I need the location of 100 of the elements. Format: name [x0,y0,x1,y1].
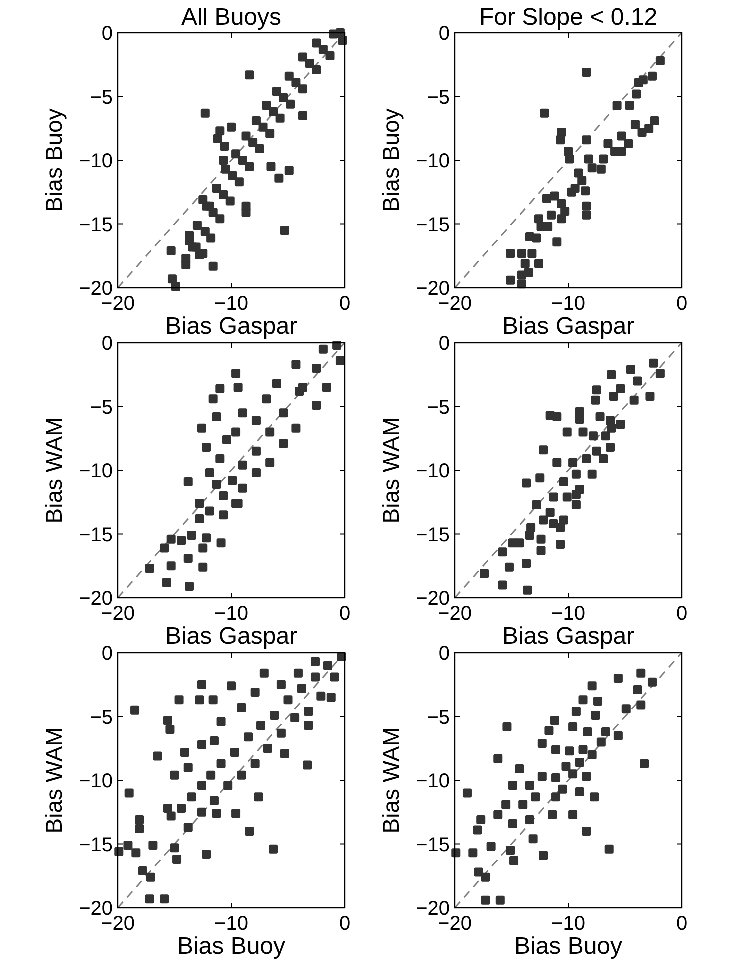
point [570,184,580,194]
y-axis-title: Bias WAM [41,727,67,834]
x-tick-label: 0 [676,603,688,625]
y-tick-label: −10 [79,460,113,482]
point [216,384,225,394]
y-tick-label: 0 [438,643,450,665]
point [557,214,566,224]
y-tick-label: −20 [79,278,113,300]
point [238,484,248,493]
x-axis-title: Bias Buoy [177,933,286,960]
y-tick-label: −5 [90,396,113,419]
point [582,136,592,145]
point [574,168,584,178]
point [552,238,562,247]
point [549,520,558,529]
point [216,538,226,548]
point [160,544,170,553]
point [656,369,665,378]
point [562,492,572,502]
point [279,439,288,448]
y-tick-label: 0 [102,333,113,355]
point [565,154,574,164]
x-tick-label: 0 [676,293,688,315]
point [522,478,532,488]
point [572,490,581,500]
point [198,562,208,572]
point [599,154,608,164]
point [582,202,592,211]
point [575,415,584,424]
y-tick-label: −5 [427,396,450,419]
point [630,120,640,130]
point [238,408,248,418]
point [634,78,644,88]
point [550,192,560,201]
y-axis-title: Bias WAM [378,727,404,834]
point [649,358,658,368]
point [559,477,568,486]
point [184,554,193,563]
point [185,582,194,592]
point [616,420,626,430]
point [625,101,634,110]
y-tick-label: −15 [79,214,113,236]
x-tick-label: 0 [676,913,688,935]
point [539,446,548,455]
point [219,492,228,500]
point [616,384,626,394]
y-tick-label: −15 [416,524,450,546]
point [166,562,176,571]
point [582,68,592,78]
point [552,412,562,422]
point [208,394,218,404]
point [318,344,328,354]
point [195,499,204,508]
point [177,536,186,546]
point [546,508,555,518]
point [523,586,532,595]
point [216,454,225,464]
point [184,477,193,486]
x-axis-title: Bias Gaspar [165,623,298,650]
point [219,510,228,520]
point [145,564,154,574]
point [262,394,272,404]
point [601,432,610,441]
point [617,132,626,141]
point [584,154,594,164]
point [591,396,600,405]
point [559,516,568,525]
point [279,408,288,418]
x-tick-label: −10 [552,603,586,625]
point [588,470,597,479]
point [552,458,562,468]
point [202,534,212,543]
x-tick-label: 0 [339,293,351,315]
y-tick-label: −20 [416,588,450,610]
y-tick-label: −5 [427,706,450,729]
point [539,516,548,525]
y-tick-label: −5 [427,86,450,109]
y-tick-label: −10 [416,460,450,482]
y-tick-label: −20 [79,898,113,920]
point [532,500,542,510]
point [549,492,558,502]
y-tick-label: 0 [102,643,113,665]
point [238,460,248,470]
point [607,424,616,433]
point [266,458,275,468]
point [588,164,597,173]
point [568,458,578,468]
point [624,139,634,148]
point [234,383,243,392]
y-tick-label: 0 [102,23,113,45]
point [292,424,301,433]
point [504,562,514,572]
point [596,164,606,174]
point [556,136,566,145]
point [195,514,204,524]
point [515,538,524,548]
point [656,56,665,66]
y-tick-label: −15 [79,834,113,856]
point [544,222,553,232]
point [540,108,550,118]
